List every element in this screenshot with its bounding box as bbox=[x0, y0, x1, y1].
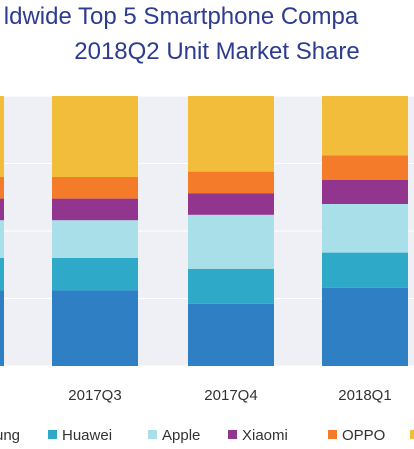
bar-segment-edge-1 bbox=[0, 258, 4, 291]
bar-segment-edge-0 bbox=[0, 290, 4, 366]
x-tick-label: 2017Q3 bbox=[68, 387, 121, 404]
bar-segment-2017Q3-series5 bbox=[52, 96, 138, 177]
legend-swatch-series5 bbox=[410, 430, 414, 439]
bar-segment-2017Q3-ung bbox=[52, 290, 138, 366]
legend-swatch-Apple bbox=[148, 430, 157, 439]
bar-segment-2017Q4-ung bbox=[188, 303, 274, 366]
chart-title-line1: ldwide Top 5 Smartphone Compa bbox=[3, 3, 359, 30]
bar-segment-edge-4 bbox=[0, 177, 4, 199]
bar-segment-2017Q4-OPPO bbox=[188, 171, 274, 194]
legend-label: Huawei bbox=[62, 427, 112, 444]
legend-swatch-Xiaomi bbox=[228, 430, 237, 439]
bar-segment-2017Q4-Huawei bbox=[188, 268, 274, 304]
bar-segment-edge-5 bbox=[0, 96, 4, 177]
legend-label: Apple bbox=[162, 427, 200, 444]
bar-segment-edge-3 bbox=[0, 198, 4, 221]
bar-segment-2018Q1-OPPO bbox=[322, 155, 408, 180]
bar-segment-2018Q1-Xiaomi bbox=[322, 179, 408, 204]
x-tick-label: 2017Q4 bbox=[204, 387, 257, 404]
bar-segment-2017Q3-Apple bbox=[52, 220, 138, 258]
chart-title-line2: 2018Q2 Unit Market Share bbox=[74, 38, 360, 65]
bar-segment-2017Q3-OPPO bbox=[52, 177, 138, 199]
bar-segment-2018Q1-series5 bbox=[322, 96, 408, 156]
legend-label: OPPO bbox=[342, 427, 385, 444]
legend-label: Xiaomi bbox=[242, 427, 288, 444]
x-tick-label: 2018Q1 bbox=[338, 387, 391, 404]
legend-swatch-OPPO bbox=[328, 430, 337, 439]
bar-segment-2017Q4-Apple bbox=[188, 214, 274, 269]
bar-segment-2017Q4-Xiaomi bbox=[188, 193, 274, 215]
legend-swatch-Huawei bbox=[48, 430, 57, 439]
legend-label: ung bbox=[0, 427, 20, 444]
bar-segment-2018Q1-Apple bbox=[322, 204, 408, 253]
bar-segment-2017Q3-Xiaomi bbox=[52, 198, 138, 221]
bar-segment-2018Q1-Huawei bbox=[322, 252, 408, 288]
bar-segment-2017Q3-Huawei bbox=[52, 258, 138, 291]
bar-segment-edge-2 bbox=[0, 220, 4, 258]
bar-segment-2018Q1-ung bbox=[322, 287, 408, 366]
bar-segment-2017Q4-series5 bbox=[188, 96, 274, 172]
